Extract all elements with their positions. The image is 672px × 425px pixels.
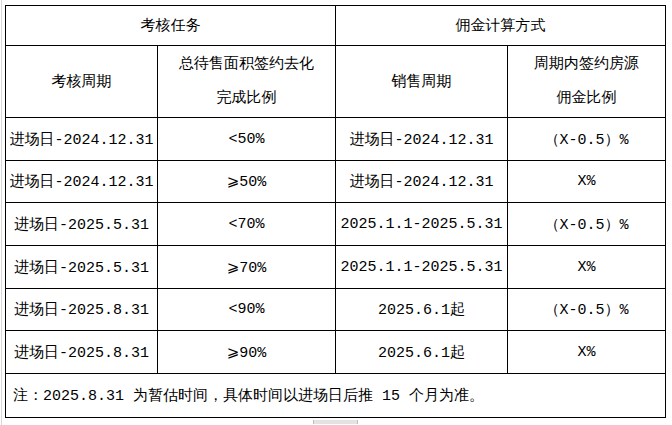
assessment-commission-table: 考核任务 佣金计算方式 考核周期 总待售面积签约去化 完成比例 销售周期 周期内…	[5, 5, 666, 418]
table-row: 进场日-2025.5.31 ⩾70% 2025.1.1-2025.5.31 X%	[6, 246, 666, 289]
cell-completion-ratio: ⩾90%	[158, 331, 336, 374]
cell-sales-period: 进场日-2024.12.31	[336, 118, 508, 161]
cell-completion-ratio: ⩾50%	[158, 161, 336, 203]
header-sales-period: 销售周期	[336, 46, 508, 118]
header-commission-calculation: 佣金计算方式	[336, 6, 666, 46]
cell-commission-rate: X%	[508, 161, 666, 203]
cell-sales-period: 2025.6.1起	[336, 331, 508, 374]
cell-assessment-period: 进场日-2025.5.31	[6, 203, 158, 246]
cell-assessment-period: 进场日-2025.8.31	[6, 289, 158, 331]
cell-completion-ratio: <90%	[158, 289, 336, 331]
cell-assessment-period: 进场日-2025.5.31	[6, 246, 158, 289]
cell-assessment-period: 进场日-2024.12.31	[6, 161, 158, 203]
table-row: 进场日-2025.5.31 <70% 2025.1.1-2025.5.31 （X…	[6, 203, 666, 246]
header-assessment-period: 考核周期	[6, 46, 158, 118]
footnote-text: 注：2025.8.31 为暂估时间，具体时间以进场日后推 15 个月为准。	[6, 374, 666, 418]
cell-assessment-period: 进场日-2025.8.31	[6, 331, 158, 374]
window-edge	[1, 0, 2, 425]
footnote-row: 注：2025.8.31 为暂估时间，具体时间以进场日后推 15 个月为准。	[6, 374, 666, 418]
cell-assessment-period: 进场日-2024.12.31	[6, 118, 158, 161]
cell-completion-ratio: ⩾70%	[158, 246, 336, 289]
header-completion-ratio: 总待售面积签约去化 完成比例	[158, 46, 336, 118]
header-column-row: 考核周期 总待售面积签约去化 完成比例 销售周期 周期内签约房源 佣金比例	[6, 46, 666, 118]
cell-completion-ratio: <50%	[158, 118, 336, 161]
table-row: 进场日-2025.8.31 <90% 2025.6.1起 （X-0.5）%	[6, 289, 666, 331]
cell-sales-period: 进场日-2024.12.31	[336, 161, 508, 203]
table-row: 进场日-2024.12.31 ⩾50% 进场日-2024.12.31 X%	[6, 161, 666, 203]
header-assessment-task: 考核任务	[6, 6, 336, 46]
header-commission-rate: 周期内签约房源 佣金比例	[508, 46, 666, 118]
header-group-row: 考核任务 佣金计算方式	[6, 6, 666, 46]
cell-commission-rate: （X-0.5）%	[508, 203, 666, 246]
cell-sales-period: 2025.1.1-2025.5.31	[336, 203, 508, 246]
cell-sales-period: 2025.6.1起	[336, 289, 508, 331]
table-row: 进场日-2024.12.31 <50% 进场日-2024.12.31 （X-0.…	[6, 118, 666, 161]
scrollbar-thumb[interactable]	[313, 420, 358, 424]
cell-commission-rate: （X-0.5）%	[508, 118, 666, 161]
cell-completion-ratio: <70%	[158, 203, 336, 246]
table-row: 进场日-2025.8.31 ⩾90% 2025.6.1起 X%	[6, 331, 666, 374]
cell-commission-rate: X%	[508, 331, 666, 374]
cell-commission-rate: （X-0.5）%	[508, 289, 666, 331]
cell-commission-rate: X%	[508, 246, 666, 289]
cell-sales-period: 2025.1.1-2025.5.31	[336, 246, 508, 289]
